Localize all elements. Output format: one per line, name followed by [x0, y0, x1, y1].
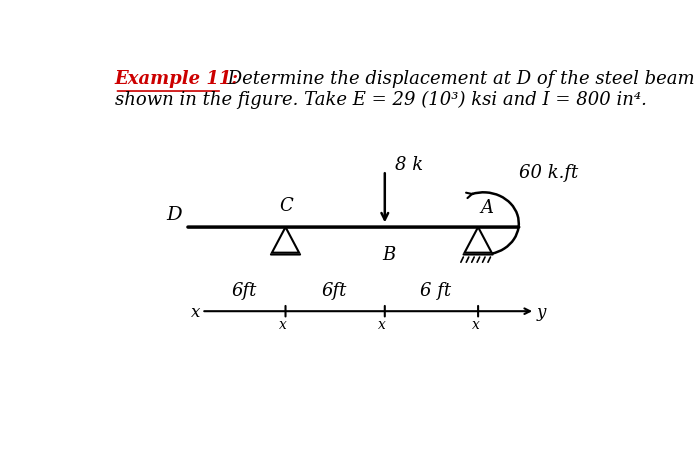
Text: 8 k: 8 k: [395, 156, 423, 174]
Text: B: B: [382, 246, 396, 264]
Text: 6ft: 6ft: [231, 282, 257, 300]
Text: 60 k.ft: 60 k.ft: [519, 164, 578, 182]
Text: A: A: [481, 199, 493, 217]
Text: x: x: [378, 318, 386, 332]
Text: shown in the figure. Take E = 29 (10³) ksi and I = 800 in⁴.: shown in the figure. Take E = 29 (10³) k…: [115, 91, 647, 109]
Text: Determine the displacement at D of the steel beam: Determine the displacement at D of the s…: [222, 70, 694, 88]
Text: C: C: [279, 197, 293, 215]
Text: x: x: [279, 318, 287, 332]
Text: x: x: [472, 318, 480, 332]
Text: x: x: [190, 304, 200, 321]
Text: D: D: [166, 207, 182, 225]
Text: 6ft: 6ft: [321, 282, 347, 300]
Text: 6 ft: 6 ft: [419, 282, 451, 300]
Text: Example 11:: Example 11:: [115, 70, 239, 88]
Text: y: y: [537, 304, 546, 321]
